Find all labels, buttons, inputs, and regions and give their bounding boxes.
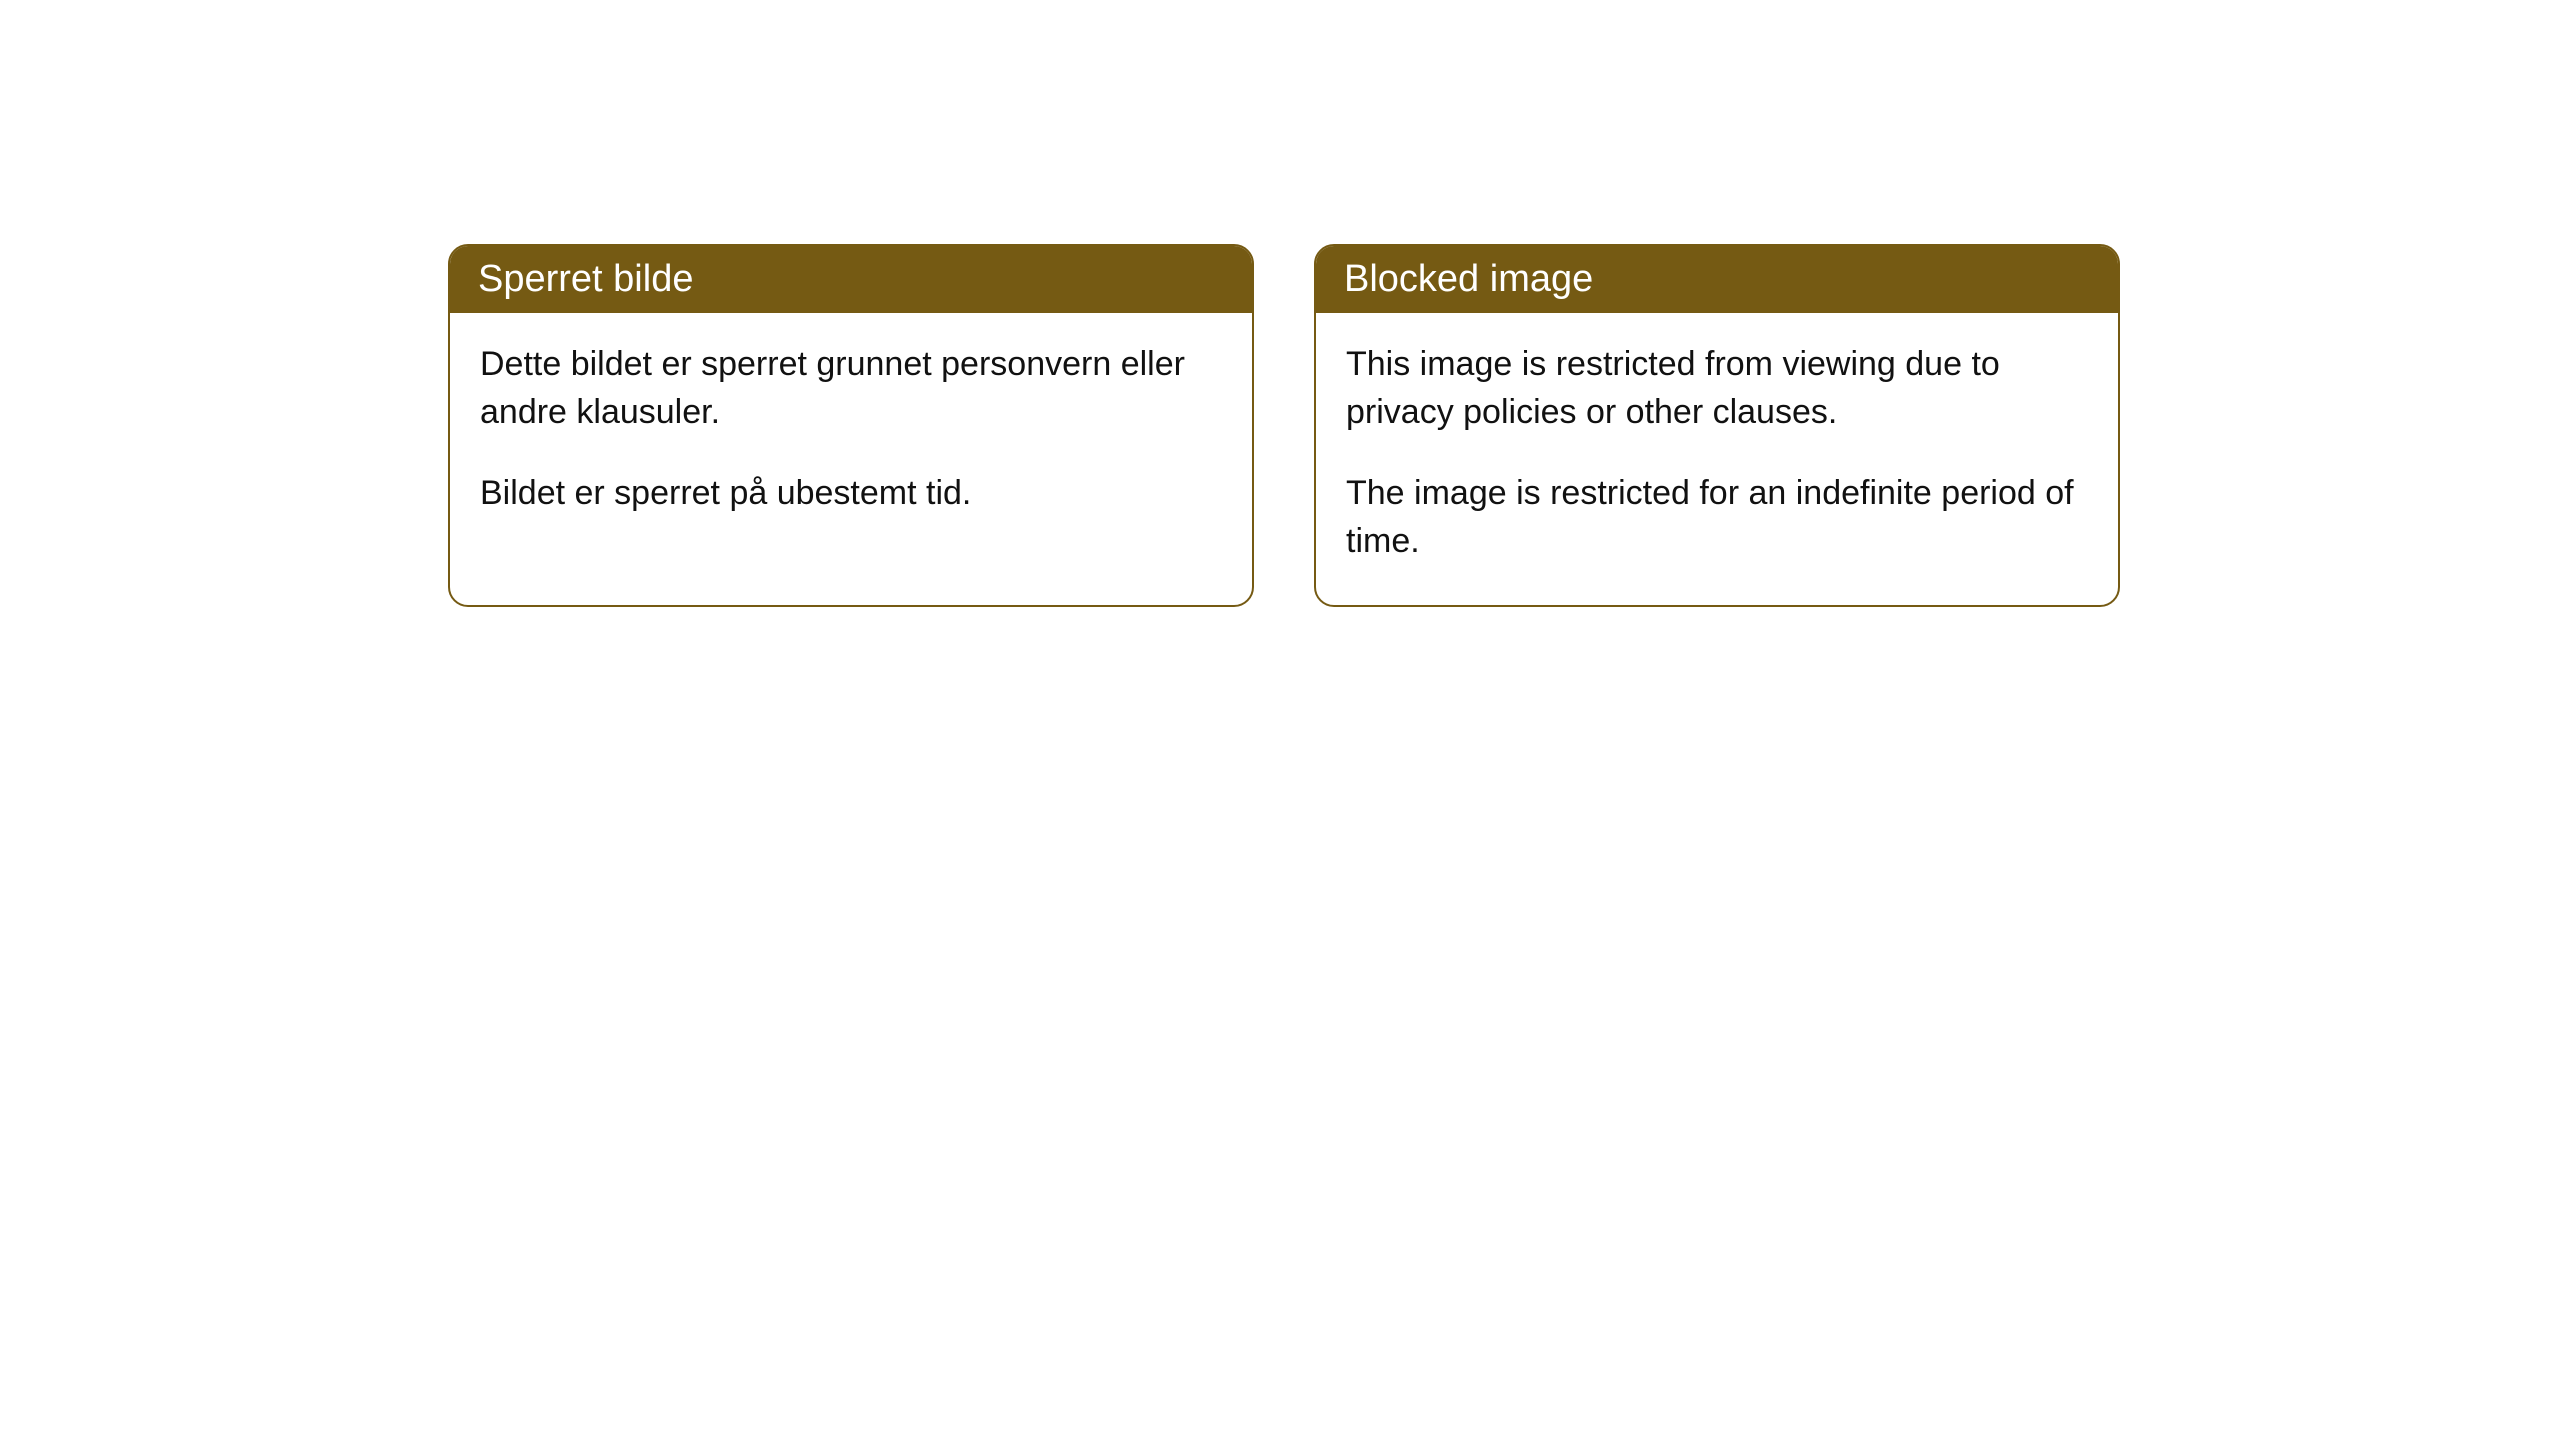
card-para1-norwegian: Dette bildet er sperret grunnet personve… <box>480 341 1222 436</box>
card-header-english: Blocked image <box>1316 246 2118 313</box>
card-para1-english: This image is restricted from viewing du… <box>1346 341 2088 436</box>
card-para2-norwegian: Bildet er sperret på ubestemt tid. <box>480 470 1222 518</box>
card-header-norwegian: Sperret bilde <box>450 246 1252 313</box>
card-norwegian: Sperret bilde Dette bildet er sperret gr… <box>448 244 1254 607</box>
card-body-english: This image is restricted from viewing du… <box>1316 313 2118 605</box>
card-english: Blocked image This image is restricted f… <box>1314 244 2120 607</box>
card-body-norwegian: Dette bildet er sperret grunnet personve… <box>450 313 1252 558</box>
card-para2-english: The image is restricted for an indefinit… <box>1346 470 2088 565</box>
card-container: Sperret bilde Dette bildet er sperret gr… <box>0 0 2560 607</box>
